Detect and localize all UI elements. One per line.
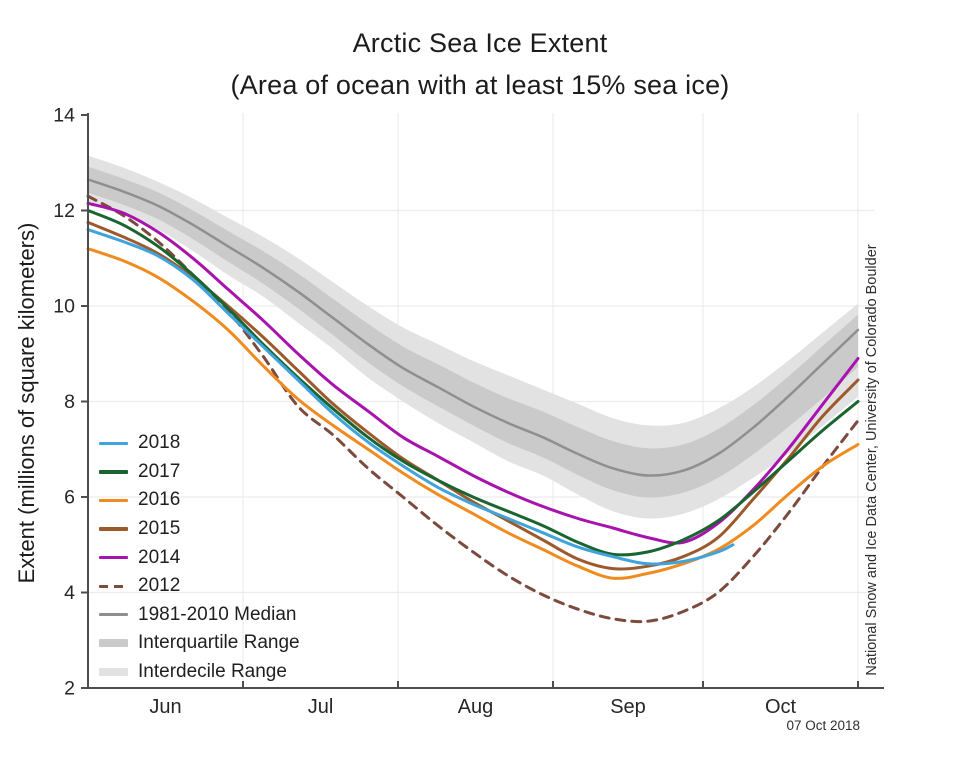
- legend-swatch-2014: [99, 555, 128, 560]
- legend-item-2015: 2015: [99, 515, 300, 544]
- series-line-1981-2010-median: [86, 178, 860, 477]
- legend-swatch-2015: [99, 527, 128, 531]
- x-tick-label-jul: Jul: [308, 696, 334, 718]
- date-stamp: 07 Oct 2018: [786, 718, 860, 733]
- legend-label: 2018: [138, 432, 181, 454]
- legend-item-2014: 2014: [99, 543, 300, 572]
- attribution-text: National Snow and Ice Data Center, Unive…: [864, 244, 880, 676]
- legend-item-interquartile-range: Interquartile Range: [99, 629, 300, 658]
- series-line-2016: [86, 247, 860, 580]
- band-interquartile-range: [88, 166, 858, 498]
- legend-swatch-2012: [99, 584, 128, 589]
- legend-label: 2016: [138, 489, 181, 511]
- y-axis-label: Extent (millions of square kilometers): [14, 222, 39, 584]
- series-line-2018: [86, 228, 735, 566]
- legend-label: 2012: [138, 575, 181, 597]
- legend-swatch-2017: [99, 470, 128, 474]
- series-line-2017: [86, 209, 860, 557]
- legend-label: 2015: [138, 518, 181, 540]
- y-tick-label-14: 14: [53, 105, 75, 127]
- chart-title: Arctic Sea Ice Extent: [352, 28, 608, 58]
- y-tick-label-10: 10: [53, 296, 75, 318]
- legend-label: 2014: [138, 546, 181, 568]
- y-tick-label-6: 6: [64, 487, 75, 509]
- legend-label: 2017: [138, 460, 181, 482]
- y-tick-label-2: 2: [64, 678, 75, 700]
- x-tick-label-jun: Jun: [149, 696, 181, 718]
- legend-label: Interdecile Range: [138, 661, 287, 683]
- y-tick-label-4: 4: [64, 582, 75, 604]
- legend-swatch-2016: [99, 498, 128, 503]
- legend-item-2017: 2017: [99, 458, 300, 487]
- chart-subtitle: (Area of ocean with at least 15% sea ice…: [230, 70, 730, 100]
- legend-swatch-1981-2010-median: [99, 613, 128, 617]
- legend-item-2018: 2018: [99, 429, 300, 458]
- y-tick-label-8: 8: [64, 391, 75, 413]
- y-tick-label-12: 12: [53, 200, 75, 222]
- legend-item-2016: 2016: [99, 486, 300, 515]
- legend-swatch-interdecile-range: [99, 668, 128, 677]
- legend-label: 1981-2010 Median: [138, 603, 297, 625]
- band-interdecile-range: [88, 155, 858, 519]
- x-tick-label-oct: Oct: [765, 696, 797, 718]
- legend: 2018 2017 2016 2015 2014 2012 1981-2010 Median…: [99, 429, 300, 686]
- legend-item-2012: 2012: [99, 572, 300, 601]
- x-tick-label-sep: Sep: [610, 696, 646, 718]
- legend-swatch-interquartile-range: [99, 639, 128, 648]
- x-tick-label-aug: Aug: [458, 696, 494, 718]
- legend-swatch-2018: [99, 441, 128, 446]
- legend-label: Interquartile Range: [138, 632, 300, 654]
- legend-item-interdecile-range: Interdecile Range: [99, 658, 300, 687]
- legend-item-1981-2010-median: 1981-2010 Median: [99, 601, 300, 630]
